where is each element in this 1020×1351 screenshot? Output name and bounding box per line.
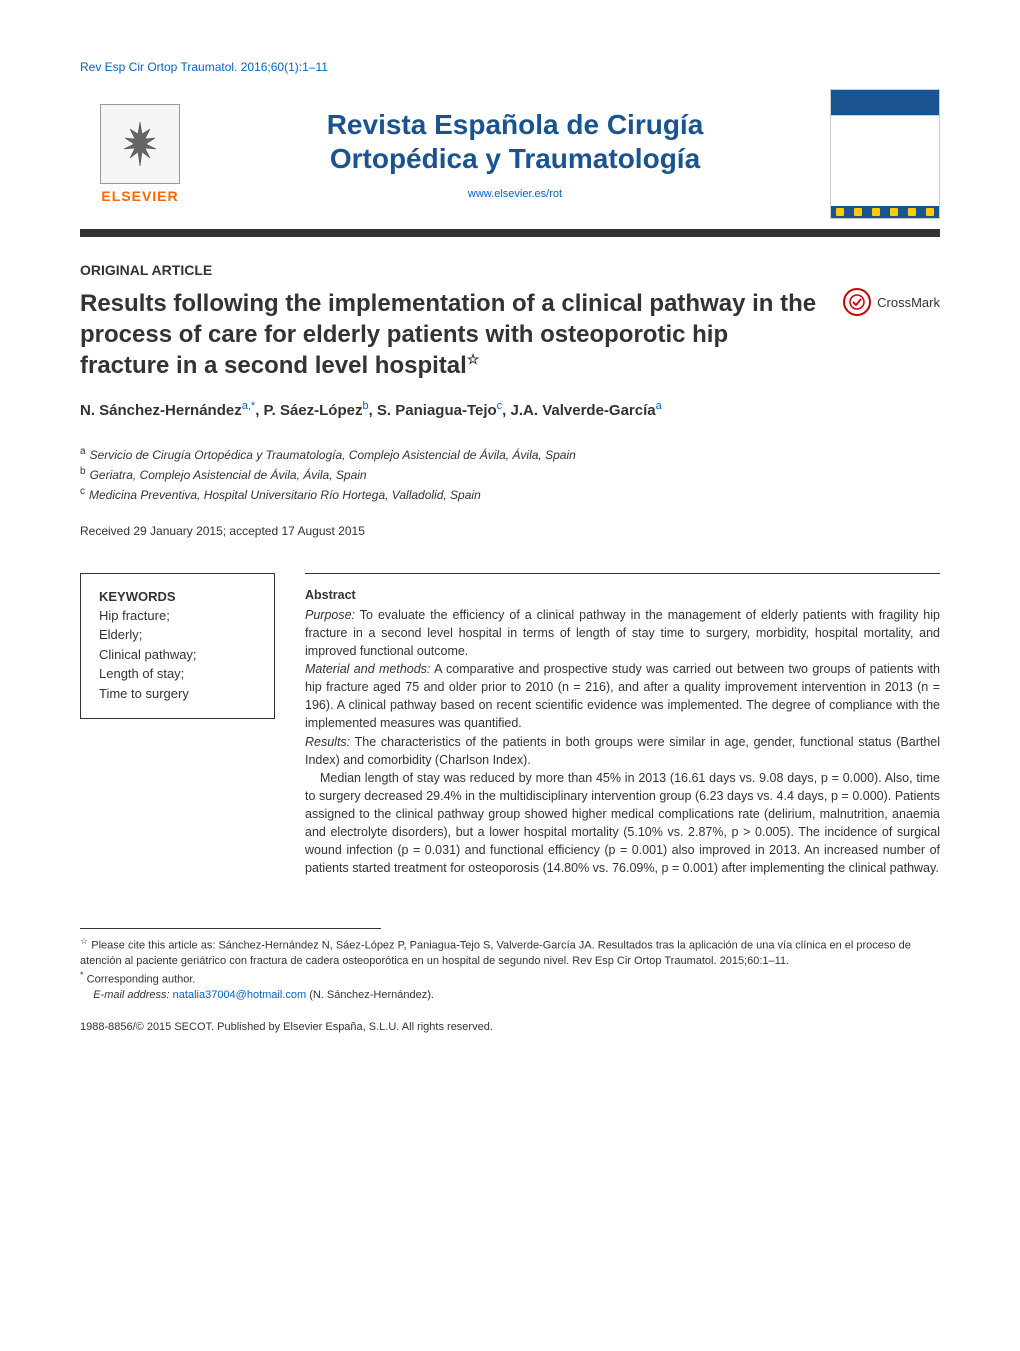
crossmark-label: CrossMark: [877, 295, 940, 310]
crossmark-icon: [843, 288, 871, 316]
abstract-body: Abstract Purpose: To evaluate the effici…: [305, 573, 940, 878]
affiliations: aServicio de Cirugía Ortopédica y Trauma…: [80, 444, 940, 504]
article-title: Results following the implementation of …: [80, 288, 823, 382]
abstract-container: KEYWORDS Hip fracture; Elderly; Clinical…: [80, 573, 940, 878]
abstract-results-2: Median length of stay was reduced by mor…: [305, 769, 940, 878]
author-2: S. Paniagua-Tejoc: [377, 402, 502, 419]
elsevier-brand: ELSEVIER: [101, 188, 178, 204]
footnote-separator: [80, 928, 381, 929]
affiliation-a: aServicio de Cirugía Ortopédica y Trauma…: [80, 444, 940, 464]
elsevier-tree-icon: [100, 104, 180, 184]
journal-title-block: Revista Española de Cirugía Ortopédica y…: [200, 108, 830, 199]
crossmark-badge[interactable]: CrossMark: [843, 288, 940, 316]
abstract-results-1: Results: The characteristics of the pati…: [305, 733, 940, 769]
copyright-line: 1988-8856/© 2015 SECOT. Published by Els…: [80, 1021, 940, 1033]
article-title-text: Results following the implementation of …: [80, 290, 816, 379]
journal-title-line1: Revista Española de Cirugía: [200, 108, 830, 142]
email-link[interactable]: natalia37004@hotmail.com: [173, 989, 306, 1001]
abstract-heading: Abstract: [305, 586, 940, 604]
footnotes: ☆ Please cite this article as: Sánchez-H…: [80, 935, 940, 1004]
abstract-methods: Material and methods: A comparative and …: [305, 660, 940, 733]
citation-header: Rev Esp Cir Ortop Traumatol. 2016;60(1):…: [80, 60, 940, 74]
elsevier-logo: ELSEVIER: [80, 94, 200, 214]
footnote-cite-as: ☆ Please cite this article as: Sánchez-H…: [80, 935, 940, 969]
keywords-list: Hip fracture; Elderly; Clinical pathway;…: [99, 606, 256, 704]
authors-line: N. Sánchez-Hernándeza,*, P. Sáez-Lópezb,…: [80, 400, 940, 419]
article-type: ORIGINAL ARTICLE: [80, 262, 940, 278]
title-star: ☆: [467, 351, 480, 367]
keyword-2: Clinical pathway;: [99, 645, 256, 665]
keyword-0: Hip fracture;: [99, 606, 256, 626]
affiliation-c: cMedicina Preventiva, Hospital Universit…: [80, 484, 940, 504]
footnote-email: E-mail address: natalia37004@hotmail.com…: [80, 988, 940, 1003]
footnote-corresponding: * Corresponding author.: [80, 969, 940, 988]
journal-header: ELSEVIER Revista Española de Cirugía Ort…: [80, 89, 940, 237]
keywords-box: KEYWORDS Hip fracture; Elderly; Clinical…: [80, 573, 275, 720]
cover-thumbnail: [830, 89, 940, 219]
journal-title-line2: Ortopédica y Traumatología: [200, 142, 830, 176]
title-row: Results following the implementation of …: [80, 288, 940, 382]
keyword-3: Length of stay;: [99, 664, 256, 684]
keyword-1: Elderly;: [99, 625, 256, 645]
author-1: P. Sáez-Lópezb: [264, 402, 369, 419]
keywords-heading: KEYWORDS: [99, 589, 256, 604]
journal-link[interactable]: www.elsevier.es/rot: [200, 188, 830, 200]
author-3: J.A. Valverde-Garcíaa: [511, 402, 662, 419]
affiliation-b: bGeriatra, Complejo Asistencial de Ávila…: [80, 464, 940, 484]
abstract-purpose: Purpose: To evaluate the efficiency of a…: [305, 606, 940, 660]
keyword-4: Time to surgery: [99, 684, 256, 704]
article-dates: Received 29 January 2015; accepted 17 Au…: [80, 524, 940, 538]
author-0: N. Sánchez-Hernándeza,*: [80, 402, 255, 419]
